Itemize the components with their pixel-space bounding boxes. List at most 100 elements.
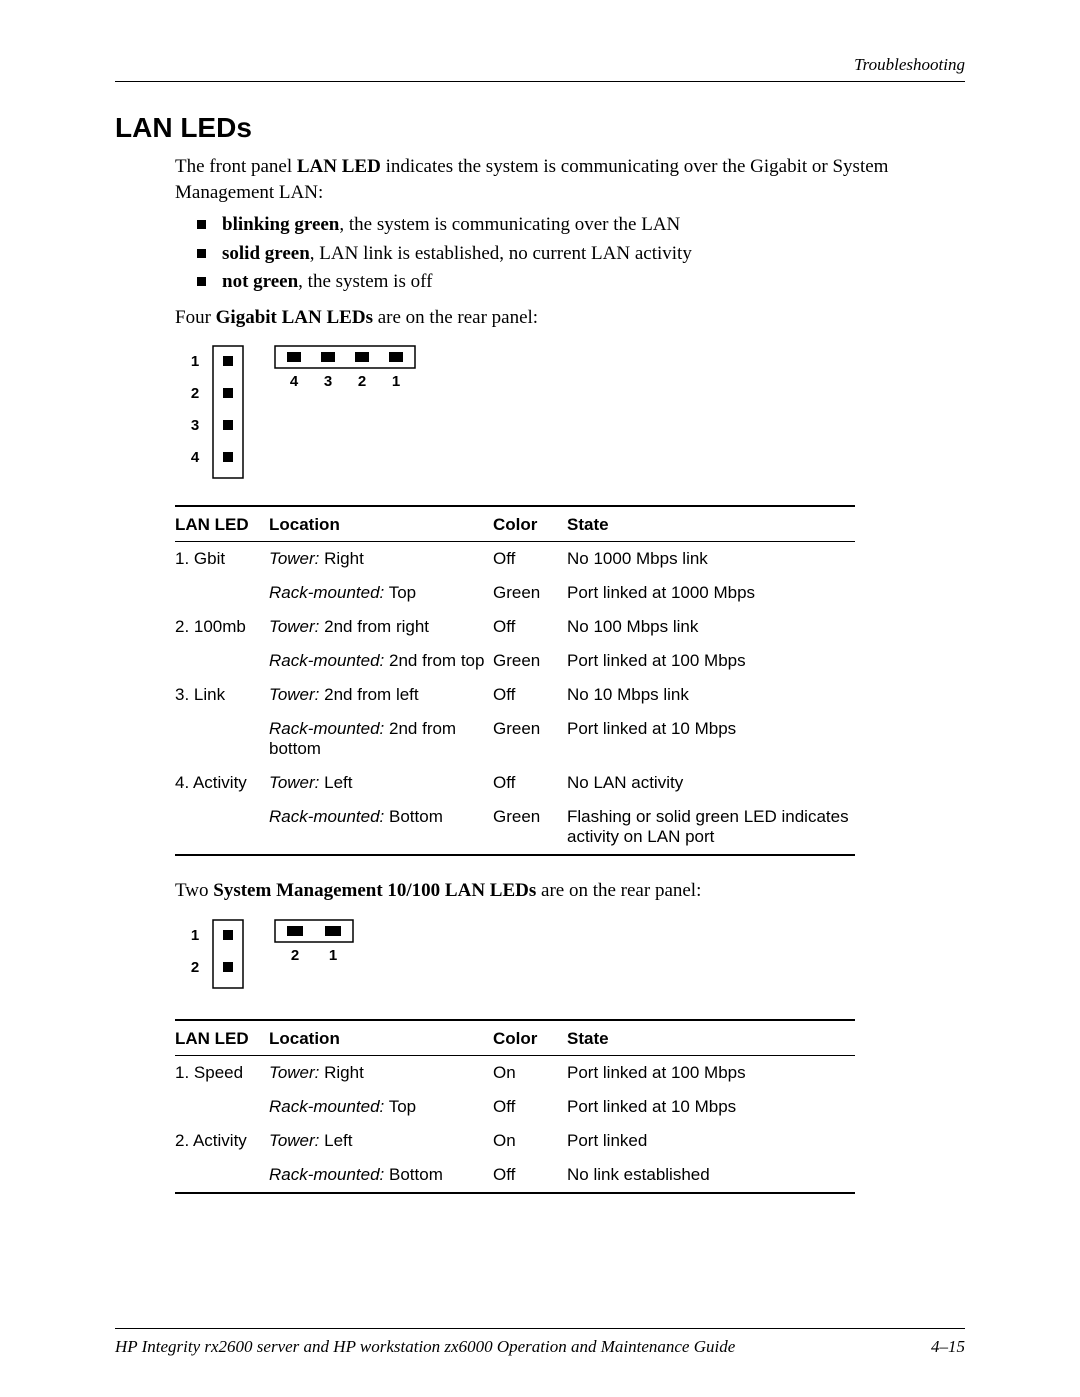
gigabit-led-diagram: 1 2 3 4 4 3 2 1 <box>175 342 965 487</box>
svg-text:4: 4 <box>191 449 200 466</box>
cell-led <box>175 712 269 766</box>
sysmgmt-bold: System Management 10/100 LAN LEDs <box>213 880 536 901</box>
table-row: 3. Link Tower: 2nd from left Off No 10 M… <box>175 678 855 712</box>
cell-led: 2. 100mb <box>175 610 269 644</box>
bullet-bold: blinking green <box>222 214 339 235</box>
th-location: Location <box>269 506 493 542</box>
cell-led: 1. Gbit <box>175 542 269 577</box>
square-bullet-icon <box>197 249 206 258</box>
cell-color: Off <box>493 610 567 644</box>
cell-color: Green <box>493 644 567 678</box>
svg-text:1: 1 <box>191 353 199 370</box>
gigabit-prefix: Four <box>175 307 216 328</box>
table-row: Rack-mounted: 2nd from top Green Port li… <box>175 644 855 678</box>
table-row: 1. Gbit Tower: Right Off No 1000 Mbps li… <box>175 542 855 577</box>
cell-location: Rack-mounted: 2nd from bottom <box>269 712 493 766</box>
cell-state: No 10 Mbps link <box>567 678 855 712</box>
bullet-bold: solid green <box>222 243 310 264</box>
intro-bold: LAN LED <box>297 156 381 177</box>
svg-text:3: 3 <box>191 417 199 434</box>
table-row: Rack-mounted: Bottom Off No link establi… <box>175 1158 855 1193</box>
cell-state: Port linked at 100 Mbps <box>567 644 855 678</box>
intro-prefix: The front panel <box>175 156 297 177</box>
gigabit-suffix: are on the rear panel: <box>373 307 538 328</box>
intro-paragraph: The front panel LAN LED indicates the sy… <box>175 154 965 205</box>
cell-color: Green <box>493 800 567 855</box>
cell-color: Off <box>493 1158 567 1193</box>
cell-state: No link established <box>567 1158 855 1193</box>
svg-text:1: 1 <box>392 373 400 390</box>
cell-state: Port linked <box>567 1124 855 1158</box>
cell-color: On <box>493 1124 567 1158</box>
footer-title: HP Integrity rx2600 server and HP workst… <box>115 1337 735 1357</box>
cell-led: 4. Activity <box>175 766 269 800</box>
cell-color: Off <box>493 766 567 800</box>
footer-rule <box>115 1328 965 1329</box>
th-lanled: LAN LED <box>175 506 269 542</box>
cell-location: Tower: Left <box>269 766 493 800</box>
cell-color: Off <box>493 542 567 577</box>
svg-text:2: 2 <box>191 385 199 402</box>
sysmgmt-led-table: LAN LED Location Color State 1. Speed To… <box>175 1019 855 1194</box>
bullet-rest: , the system is off <box>298 271 432 292</box>
footer-page: 4–15 <box>931 1337 965 1357</box>
table-row: 1. Speed Tower: Right On Port linked at … <box>175 1056 855 1091</box>
bullet-list: blinking green, the system is communicat… <box>175 211 965 297</box>
bullet-item: not green, the system is off <box>175 268 965 297</box>
cell-state: Port linked at 1000 Mbps <box>567 576 855 610</box>
th-state: State <box>567 1020 855 1056</box>
cell-location: Rack-mounted: Top <box>269 576 493 610</box>
cell-led: 1. Speed <box>175 1056 269 1091</box>
cell-led <box>175 576 269 610</box>
th-lanled: LAN LED <box>175 1020 269 1056</box>
cell-led: 3. Link <box>175 678 269 712</box>
cell-location: Tower: Left <box>269 1124 493 1158</box>
square-bullet-icon <box>197 220 206 229</box>
cell-state: No 1000 Mbps link <box>567 542 855 577</box>
cell-location: Tower: 2nd from right <box>269 610 493 644</box>
sysmgmt-prefix: Two <box>175 880 213 901</box>
cell-led <box>175 644 269 678</box>
cell-state: Flashing or solid green LED indicates ac… <box>567 800 855 855</box>
table-row: Rack-mounted: Bottom Green Flashing or s… <box>175 800 855 855</box>
cell-state: Port linked at 10 Mbps <box>567 1090 855 1124</box>
th-state: State <box>567 506 855 542</box>
sysmgmt-intro: Two System Management 10/100 LAN LEDs ar… <box>175 878 965 904</box>
cell-color: Green <box>493 712 567 766</box>
page-footer: HP Integrity rx2600 server and HP workst… <box>115 1328 965 1357</box>
square-bullet-icon <box>197 277 206 286</box>
bullet-rest: , LAN link is established, no current LA… <box>310 243 692 264</box>
svg-text:4: 4 <box>290 373 299 390</box>
bullet-item: solid green, LAN link is established, no… <box>175 240 965 269</box>
th-color: Color <box>493 506 567 542</box>
header-rule <box>115 81 965 82</box>
gigabit-bold: Gigabit LAN LEDs <box>216 307 373 328</box>
cell-color: Green <box>493 576 567 610</box>
cell-location: Rack-mounted: Top <box>269 1090 493 1124</box>
cell-location: Tower: Right <box>269 1056 493 1091</box>
header-section: Troubleshooting <box>115 55 965 75</box>
cell-color: Off <box>493 678 567 712</box>
svg-text:2: 2 <box>191 959 199 976</box>
table-row: 4. Activity Tower: Left Off No LAN activ… <box>175 766 855 800</box>
table-row: Rack-mounted: Top Green Port linked at 1… <box>175 576 855 610</box>
sysmgmt-suffix: are on the rear panel: <box>536 880 701 901</box>
bullet-rest: , the system is communicating over the L… <box>339 214 680 235</box>
th-location: Location <box>269 1020 493 1056</box>
gigabit-intro: Four Gigabit LAN LEDs are on the rear pa… <box>175 305 965 331</box>
bullet-item: blinking green, the system is communicat… <box>175 211 965 240</box>
cell-color: Off <box>493 1090 567 1124</box>
svg-text:2: 2 <box>291 947 299 964</box>
cell-led: 2. Activity <box>175 1124 269 1158</box>
cell-state: Port linked at 100 Mbps <box>567 1056 855 1091</box>
svg-text:1: 1 <box>329 947 337 964</box>
table-row: 2. 100mb Tower: 2nd from right Off No 10… <box>175 610 855 644</box>
cell-location: Rack-mounted: Bottom <box>269 800 493 855</box>
cell-state: No LAN activity <box>567 766 855 800</box>
table-row: Rack-mounted: 2nd from bottom Green Port… <box>175 712 855 766</box>
cell-location: Rack-mounted: 2nd from top <box>269 644 493 678</box>
page-title: LAN LEDs <box>115 112 965 144</box>
svg-text:1: 1 <box>191 927 199 944</box>
bullet-bold: not green <box>222 271 298 292</box>
table-row: Rack-mounted: Top Off Port linked at 10 … <box>175 1090 855 1124</box>
